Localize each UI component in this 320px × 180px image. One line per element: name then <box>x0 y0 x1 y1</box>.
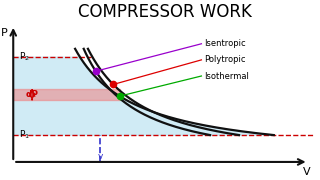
Text: P$_1$: P$_1$ <box>19 129 30 141</box>
Text: Isothermal: Isothermal <box>204 71 249 80</box>
Text: v: v <box>97 152 103 161</box>
Text: P$_2$: P$_2$ <box>19 51 30 64</box>
Text: P: P <box>1 28 8 38</box>
Text: dP: dP <box>26 90 38 99</box>
Title: COMPRESSOR WORK: COMPRESSOR WORK <box>78 3 252 21</box>
Polygon shape <box>13 57 274 135</box>
Text: Isentropic: Isentropic <box>204 39 246 48</box>
Text: Polytropic: Polytropic <box>204 55 246 64</box>
Text: V: V <box>303 167 310 177</box>
